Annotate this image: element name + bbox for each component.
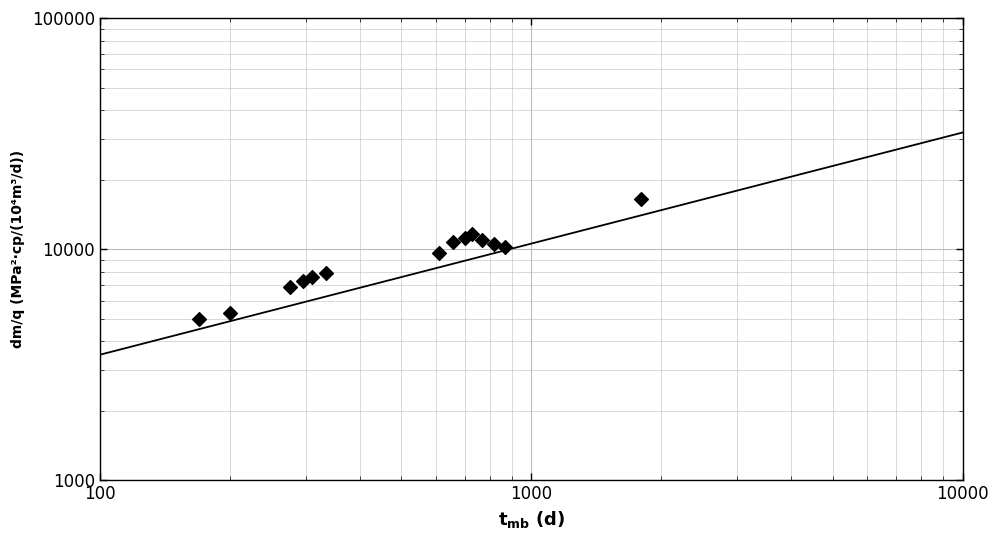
Y-axis label: dm/q (MPa²·cp/(10⁴m³/d)): dm/q (MPa²·cp/(10⁴m³/d)) (11, 150, 25, 348)
X-axis label: $\mathbf{t_{mb}}$ (d): $\mathbf{t_{mb}}$ (d) (498, 509, 565, 530)
Point (445, 237, 461, 246)
Point (318, 269, 334, 278)
Point (222, 309, 238, 318)
Point (474, 235, 490, 244)
Point (431, 249, 447, 258)
Point (304, 273, 320, 281)
Point (191, 314, 207, 323)
Point (633, 195, 649, 203)
Point (457, 234, 473, 242)
Point (497, 243, 513, 252)
Point (295, 276, 311, 285)
Point (282, 282, 298, 291)
Point (486, 240, 502, 249)
Point (464, 230, 480, 239)
